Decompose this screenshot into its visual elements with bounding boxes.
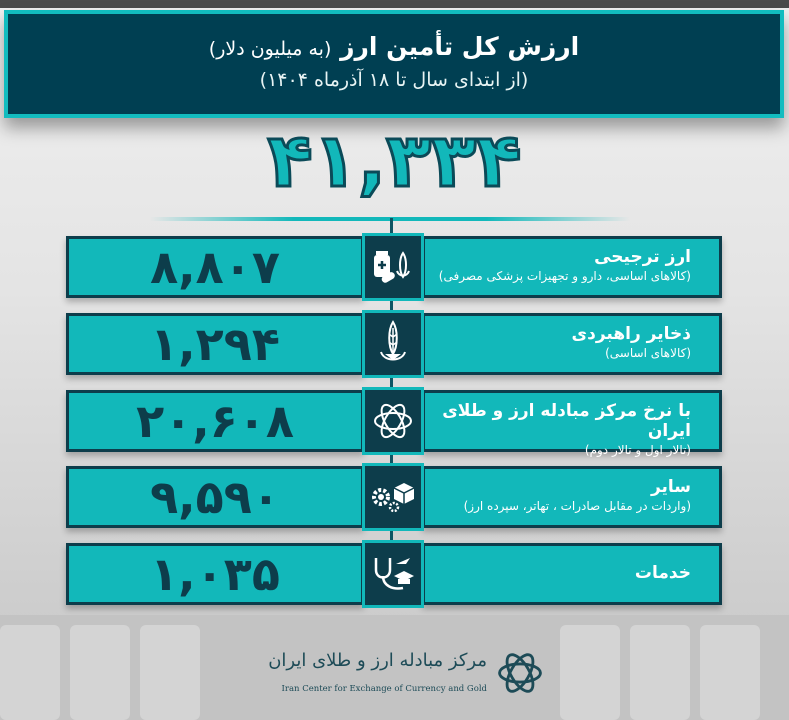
pattern-tile <box>0 625 60 720</box>
row-value: ۸,۸۰۷ <box>66 236 364 298</box>
footer-logo: مرکز مبادله ارز و طلای ایران Iran Center… <box>215 648 545 712</box>
row-value: ۱,۲۹۴ <box>66 313 364 375</box>
footer-pattern <box>0 615 789 720</box>
gears-box-icon <box>362 463 424 531</box>
row-label: با نرخ مرکز مبادله ارز و طلای ایران (تال… <box>422 390 722 457</box>
row-strategic-reserves: ۱,۲۹۴ ذخایر راهبردی (کالاهای اساسی) <box>66 310 722 378</box>
row-label: خدمات <box>422 543 722 605</box>
row-title: ارز ترجیحی <box>594 247 691 267</box>
pattern-tile <box>70 625 130 720</box>
pattern-tile <box>140 625 200 720</box>
pattern-tile <box>560 625 620 720</box>
wheat-icon <box>362 310 424 378</box>
row-subtitle: (تالار اول و تالار دوم) <box>584 443 691 457</box>
title-text: ارزش کل تأمین ارز <box>340 32 580 61</box>
logo-persian-text: مرکز مبادله ارز و طلای ایران <box>268 650 487 671</box>
row-subtitle: (کالاهای اساسی) <box>605 346 691 360</box>
pattern-tile <box>700 625 760 720</box>
unit-text: (به میلیون دلار) <box>208 38 332 60</box>
page-subtitle: (از ابتدای سال تا ۱۸ آذرماه ۱۴۰۴) <box>259 69 529 91</box>
row-title: سایر <box>650 477 691 497</box>
exchange-center-logo-icon <box>362 387 424 455</box>
row-value: ۲۰,۶۰۸ <box>66 390 364 452</box>
header-banner: ارزش کل تأمین ارز (به میلیون دلار) (از ا… <box>4 10 784 118</box>
logo-english-text: Iran Center for Exchange of Currency and… <box>281 684 487 694</box>
services-icon <box>362 540 424 608</box>
pattern-tile <box>630 625 690 720</box>
row-title: خدمات <box>634 563 691 583</box>
row-subtitle: (واردات در مقابل صادرات ، تهاتر، سپرده ا… <box>463 499 691 513</box>
row-services: ۱,۰۳۵ خدمات <box>66 540 722 608</box>
total-value: ۴۱,۳۳۴ <box>266 117 522 206</box>
page-title: ارزش کل تأمین ارز (به میلیون دلار) <box>8 32 780 61</box>
row-preferential: ۸,۸۰۷ ارز ترجیحی (کالاهای اساسی، دارو و … <box>66 233 722 301</box>
row-label: ذخایر راهبردی (کالاهای اساسی) <box>422 313 722 375</box>
row-value: ۹,۵۹۰ <box>66 466 364 528</box>
row-exchange-center: ۲۰,۶۰۸ با نرخ مرکز مبادله ارز و طلای ایر… <box>66 387 722 457</box>
row-label: ارز ترجیحی (کالاهای اساسی، دارو و تجهیزا… <box>422 236 722 298</box>
row-other: ۹,۵۹۰ سایر (واردات در مقابل صادرات ، تها… <box>66 463 722 531</box>
medicine-wheat-icon <box>362 233 424 301</box>
row-title: با نرخ مرکز مبادله ارز و طلای ایران <box>442 401 691 441</box>
top-bar <box>0 0 789 8</box>
exchange-center-logo-icon <box>498 653 542 693</box>
row-value: ۱,۰۳۵ <box>66 543 364 605</box>
row-subtitle: (کالاهای اساسی، دارو و تجهیزات پزشکی مصر… <box>438 269 691 283</box>
row-label: سایر (واردات در مقابل صادرات ، تهاتر، سپ… <box>422 466 722 528</box>
row-title: ذخایر راهبردی <box>571 324 691 344</box>
